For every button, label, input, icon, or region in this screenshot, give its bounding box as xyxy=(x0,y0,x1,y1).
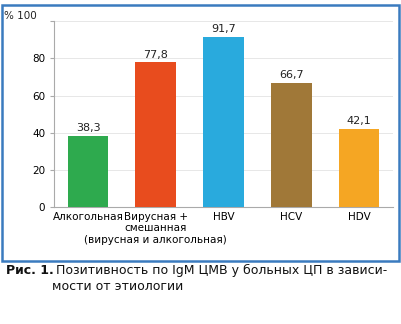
Text: 91,7: 91,7 xyxy=(211,24,236,34)
Text: 66,7: 66,7 xyxy=(279,70,304,80)
Bar xyxy=(203,37,244,207)
Text: 42,1: 42,1 xyxy=(347,116,371,126)
Bar xyxy=(271,83,312,207)
Text: % 100: % 100 xyxy=(4,11,37,21)
Text: Рис. 1.: Рис. 1. xyxy=(6,264,54,277)
Bar xyxy=(339,129,379,207)
Bar xyxy=(68,136,108,207)
Text: 38,3: 38,3 xyxy=(76,123,100,133)
Text: 77,8: 77,8 xyxy=(143,50,168,60)
Text: Позитивность по IgM ЦМВ у больных ЦП в зависи-
мости от этиологии: Позитивность по IgM ЦМВ у больных ЦП в з… xyxy=(52,264,387,293)
Bar xyxy=(136,63,176,207)
